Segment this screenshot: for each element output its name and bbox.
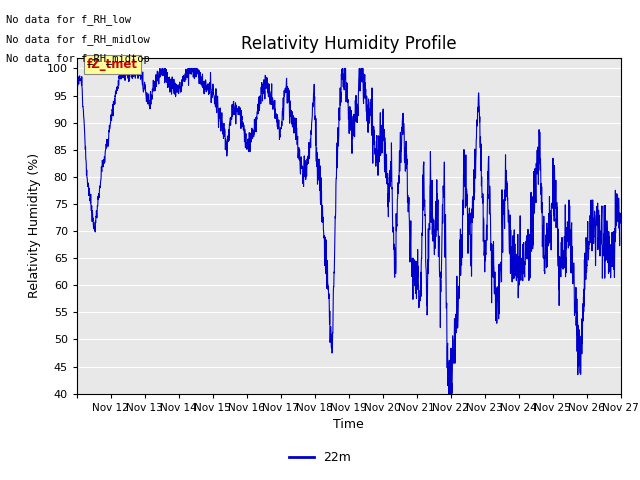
Text: fZ_tmet: fZ_tmet: [87, 59, 138, 72]
Title: Relativity Humidity Profile: Relativity Humidity Profile: [241, 35, 456, 53]
Text: No data for f_RH_low: No data for f_RH_low: [6, 14, 131, 25]
Y-axis label: Relativity Humidity (%): Relativity Humidity (%): [28, 153, 41, 298]
Text: No data for f_RH_midlow: No data for f_RH_midlow: [6, 34, 150, 45]
Legend: 22m: 22m: [284, 446, 356, 469]
X-axis label: Time: Time: [333, 418, 364, 431]
Text: No data for f_RH_midtop: No data for f_RH_midtop: [6, 53, 150, 64]
